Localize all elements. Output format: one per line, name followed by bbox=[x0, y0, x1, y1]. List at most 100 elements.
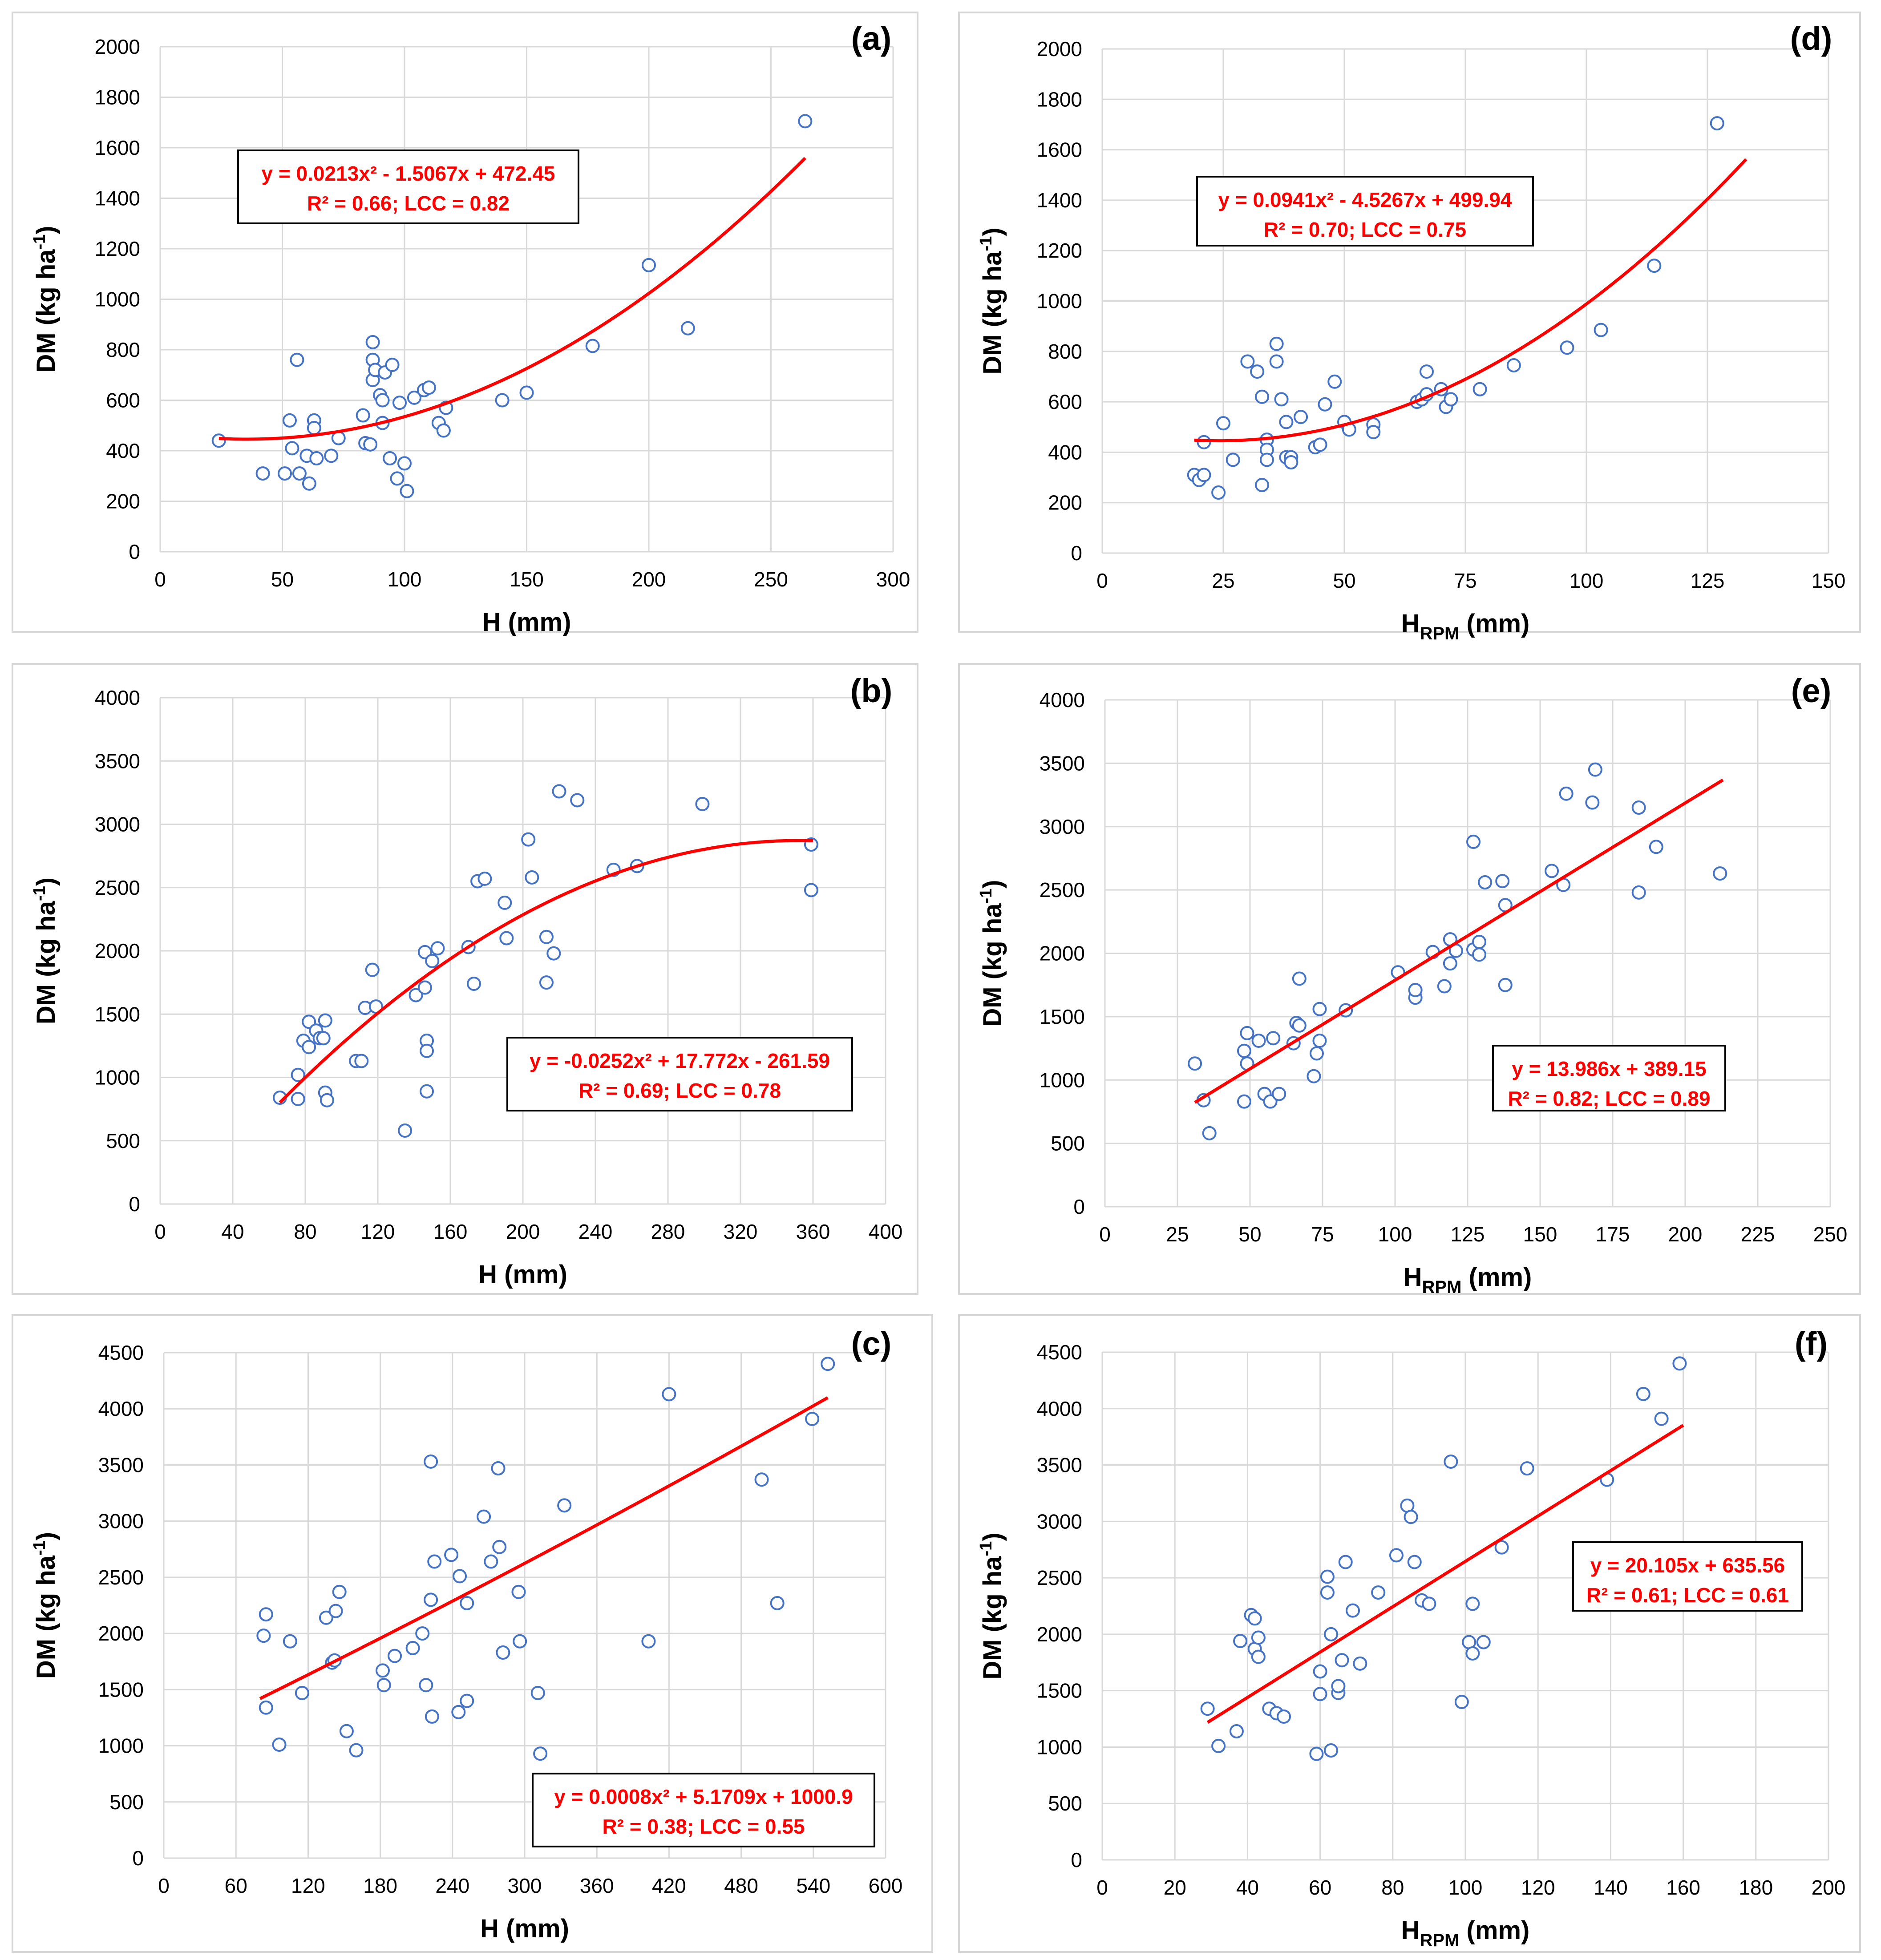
x-tick-label: 50 bbox=[1333, 569, 1355, 592]
y-tick-label: 400 bbox=[1048, 440, 1082, 464]
y-tick-label: 1500 bbox=[1040, 1005, 1085, 1028]
data-point bbox=[1216, 416, 1230, 431]
y-tick-label: 400 bbox=[106, 439, 140, 462]
data-point bbox=[1309, 1746, 1324, 1761]
data-point bbox=[1255, 478, 1270, 493]
data-point bbox=[1338, 1555, 1353, 1569]
data-point bbox=[519, 385, 534, 400]
data-point bbox=[1631, 800, 1646, 815]
data-point bbox=[477, 871, 492, 886]
y-axis-label: DM (kg ha-1) bbox=[977, 1532, 1007, 1679]
y-tick-label: 1600 bbox=[95, 136, 140, 159]
data-point bbox=[363, 437, 378, 452]
data-point bbox=[1202, 1126, 1217, 1140]
data-point bbox=[290, 352, 304, 367]
y-tick-label: 0 bbox=[1073, 1195, 1085, 1218]
data-point bbox=[1545, 864, 1559, 878]
panel-frame bbox=[12, 12, 918, 633]
data-point bbox=[256, 1629, 271, 1643]
x-axis-label: HRPM (mm) bbox=[1401, 609, 1530, 643]
data-point bbox=[1472, 934, 1487, 949]
data-point bbox=[375, 393, 390, 408]
y-tick-label: 2000 bbox=[1040, 942, 1085, 965]
data-point bbox=[365, 335, 380, 349]
data-point bbox=[798, 114, 813, 129]
x-tick-label: 125 bbox=[1451, 1223, 1485, 1246]
data-point bbox=[1318, 397, 1332, 412]
data-point bbox=[460, 1693, 474, 1708]
data-point bbox=[513, 1634, 527, 1649]
data-point bbox=[466, 976, 481, 991]
x-tick-label: 400 bbox=[869, 1220, 903, 1243]
data-point bbox=[1320, 1569, 1335, 1584]
fit-statistics: R² = 0.69; LCC = 0.78 bbox=[578, 1079, 781, 1102]
data-point bbox=[1404, 1510, 1418, 1524]
x-tick-label: 320 bbox=[724, 1220, 758, 1243]
data-point bbox=[552, 784, 566, 799]
y-tick-label: 2500 bbox=[95, 876, 140, 899]
data-point bbox=[383, 451, 397, 466]
data-point bbox=[400, 484, 414, 498]
data-point bbox=[1649, 840, 1663, 854]
y-tick-label: 4500 bbox=[98, 1341, 144, 1364]
data-point bbox=[1327, 374, 1342, 389]
data-point bbox=[1237, 1094, 1251, 1109]
data-point bbox=[1313, 437, 1327, 452]
x-tick-label: 25 bbox=[1212, 569, 1234, 592]
data-point bbox=[1233, 1634, 1248, 1649]
x-tick-label: 40 bbox=[1236, 1876, 1259, 1899]
data-point bbox=[1266, 1031, 1281, 1046]
data-point bbox=[1713, 866, 1727, 881]
data-point bbox=[453, 1569, 467, 1584]
trend-equation: y = 13.986x + 389.15 bbox=[1512, 1057, 1706, 1080]
x-tick-label: 300 bbox=[508, 1874, 542, 1897]
x-tick-label: 140 bbox=[1594, 1876, 1628, 1899]
data-point bbox=[1251, 1649, 1266, 1664]
data-point bbox=[302, 1040, 316, 1055]
y-tick-label: 1400 bbox=[95, 187, 140, 210]
y-tick-label: 1500 bbox=[1037, 1679, 1082, 1702]
data-point bbox=[354, 1054, 369, 1068]
data-point bbox=[1444, 1454, 1458, 1469]
data-point bbox=[1284, 455, 1298, 470]
x-tick-label: 50 bbox=[271, 568, 294, 591]
data-point bbox=[324, 449, 339, 463]
x-tick-label: 200 bbox=[1812, 1876, 1846, 1899]
y-tick-label: 3000 bbox=[98, 1510, 144, 1533]
x-axis-label: H (mm) bbox=[478, 1260, 567, 1289]
y-tick-label: 800 bbox=[1048, 340, 1082, 363]
data-point bbox=[1313, 1687, 1327, 1701]
data-point bbox=[365, 962, 380, 977]
data-point bbox=[1292, 1018, 1307, 1033]
data-point bbox=[319, 1610, 333, 1625]
data-point bbox=[1437, 979, 1452, 994]
data-point bbox=[1331, 1679, 1346, 1693]
chart-panel-a: 0 200 400 600 800 1000 1200 1400 1600 1800 2000 0 50… bbox=[12, 12, 918, 637]
x-tick-label: 0 bbox=[1096, 569, 1108, 592]
data-point bbox=[398, 1123, 413, 1138]
data-point bbox=[277, 466, 292, 481]
data-point bbox=[1560, 340, 1574, 355]
x-tick-label: 250 bbox=[1813, 1223, 1848, 1246]
y-axis-label: DM (kg ha-1) bbox=[30, 877, 61, 1024]
y-tick-label: 1600 bbox=[1037, 138, 1082, 162]
y-tick-label: 800 bbox=[106, 338, 140, 361]
panel-label: (b) bbox=[850, 672, 893, 709]
data-point bbox=[1389, 1548, 1404, 1563]
data-point bbox=[420, 1084, 434, 1099]
y-tick-label: 200 bbox=[106, 490, 140, 513]
equation-box bbox=[237, 150, 579, 224]
y-tick-label: 1200 bbox=[1037, 239, 1082, 262]
data-point bbox=[421, 380, 436, 395]
data-point bbox=[376, 1663, 390, 1678]
fit-statistics: R² = 0.61; LCC = 0.61 bbox=[1586, 1584, 1789, 1607]
x-tick-label: 150 bbox=[510, 568, 544, 591]
x-tick-label: 20 bbox=[1164, 1876, 1186, 1899]
data-point bbox=[1251, 1033, 1266, 1048]
trendline bbox=[259, 1396, 829, 1700]
data-point bbox=[477, 1509, 491, 1524]
data-point bbox=[1478, 875, 1493, 890]
x-tick-label: 0 bbox=[1096, 1876, 1108, 1899]
data-point bbox=[295, 1685, 309, 1700]
x-tick-label: 0 bbox=[154, 568, 166, 591]
